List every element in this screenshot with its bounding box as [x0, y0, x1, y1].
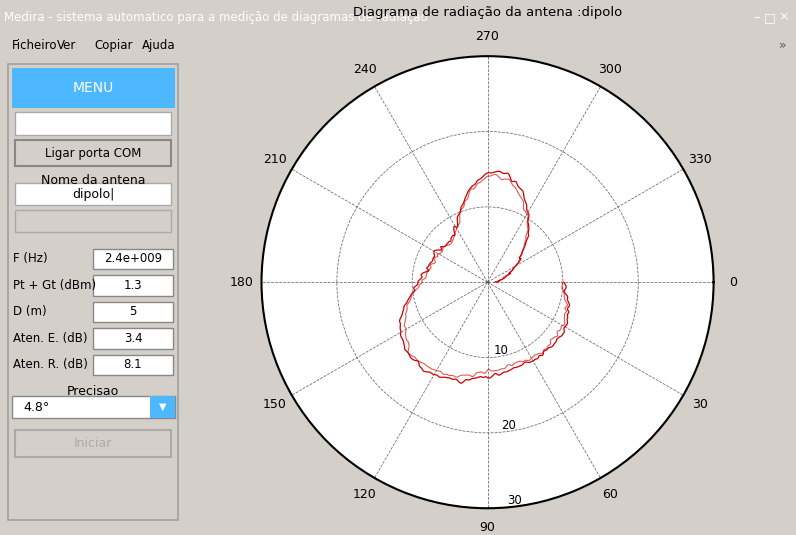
Title: Diagrama de radiação da antena :dipolo: Diagrama de radiação da antena :dipolo	[353, 6, 622, 19]
Text: D (m): D (m)	[14, 305, 47, 318]
Text: 1.3: 1.3	[123, 279, 142, 292]
Text: Copiar: Copiar	[94, 39, 132, 52]
Text: dipolo|: dipolo|	[72, 188, 115, 201]
FancyBboxPatch shape	[12, 68, 174, 108]
Text: »: »	[778, 39, 786, 52]
Text: Ligar porta COM: Ligar porta COM	[45, 147, 142, 160]
Text: Precisao: Precisao	[67, 385, 119, 398]
Text: 4.8°: 4.8°	[24, 401, 50, 414]
Text: 2.4e+009: 2.4e+009	[104, 252, 162, 265]
Text: 8.1: 8.1	[123, 358, 142, 371]
Text: Iniciar: Iniciar	[74, 437, 112, 450]
Text: Ajuda: Ajuda	[142, 39, 175, 52]
FancyBboxPatch shape	[93, 249, 173, 269]
Text: F (Hz): F (Hz)	[14, 252, 48, 265]
Text: ▼: ▼	[158, 402, 166, 412]
Text: Nome da antena: Nome da antena	[41, 174, 146, 187]
Text: □: □	[764, 11, 775, 24]
Text: ×: ×	[778, 11, 789, 24]
FancyBboxPatch shape	[12, 396, 174, 418]
FancyBboxPatch shape	[150, 396, 174, 418]
FancyBboxPatch shape	[93, 328, 173, 349]
FancyBboxPatch shape	[15, 210, 171, 232]
FancyBboxPatch shape	[15, 183, 171, 205]
FancyBboxPatch shape	[93, 276, 173, 296]
Text: Ver: Ver	[57, 39, 76, 52]
FancyBboxPatch shape	[15, 112, 171, 135]
FancyBboxPatch shape	[93, 302, 173, 322]
FancyBboxPatch shape	[15, 140, 171, 166]
Text: Pt + Gt (dBm): Pt + Gt (dBm)	[14, 279, 96, 292]
Text: –: –	[754, 11, 760, 24]
Text: Aten. R. (dB): Aten. R. (dB)	[14, 358, 88, 371]
Text: 3.4: 3.4	[123, 332, 142, 345]
Text: Aten. E. (dB): Aten. E. (dB)	[14, 332, 88, 345]
FancyBboxPatch shape	[15, 430, 171, 457]
FancyBboxPatch shape	[93, 355, 173, 376]
Text: Ficheiro: Ficheiro	[12, 39, 57, 52]
Text: 5: 5	[130, 305, 137, 318]
Text: Medira - sistema automatico para a medição de diagramas de radiação: Medira - sistema automatico para a mediç…	[4, 11, 427, 24]
Text: MENU: MENU	[72, 81, 114, 95]
